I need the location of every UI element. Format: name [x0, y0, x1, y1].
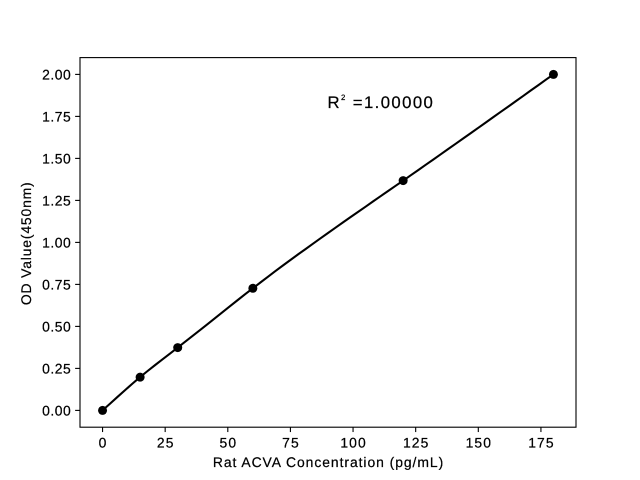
- svg-text:Rat ACVA Concentration (pg/mL): Rat ACVA Concentration (pg/mL): [213, 454, 444, 470]
- svg-text:50: 50: [220, 435, 238, 451]
- svg-text:0.75: 0.75: [42, 277, 71, 293]
- svg-text:0.50: 0.50: [42, 319, 71, 335]
- svg-text:125: 125: [403, 435, 429, 451]
- svg-text:R2 =1.00000: R2 =1.00000: [328, 93, 435, 112]
- svg-text:1.50: 1.50: [42, 151, 71, 167]
- svg-text:OD Value(450nm): OD Value(450nm): [18, 181, 34, 305]
- svg-text:1.00: 1.00: [42, 235, 71, 251]
- svg-text:1.25: 1.25: [42, 193, 71, 209]
- svg-text:0.00: 0.00: [42, 403, 71, 419]
- svg-text:0.25: 0.25: [42, 361, 71, 377]
- svg-text:0: 0: [99, 435, 108, 451]
- svg-text:25: 25: [157, 435, 175, 451]
- svg-text:1.75: 1.75: [42, 109, 71, 125]
- svg-text:175: 175: [528, 435, 554, 451]
- svg-text:2.00: 2.00: [42, 67, 71, 83]
- svg-text:150: 150: [466, 435, 492, 451]
- svg-text:75: 75: [282, 435, 300, 451]
- svg-text:100: 100: [340, 435, 366, 451]
